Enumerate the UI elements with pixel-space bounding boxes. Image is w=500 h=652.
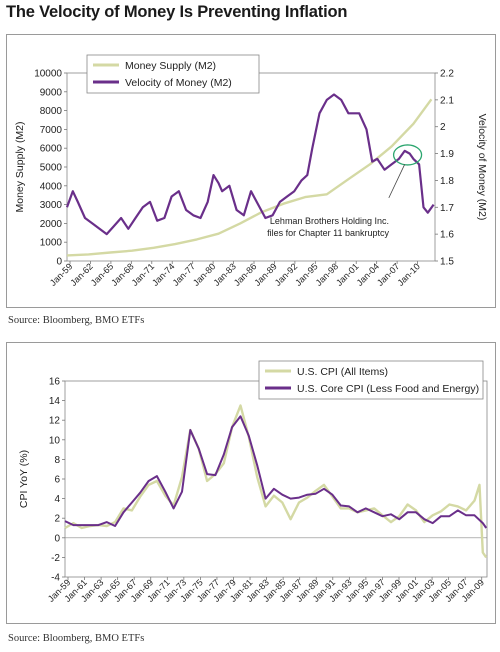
y-tick-label: 4 [54, 494, 60, 505]
y-tick-label: 1000 [40, 238, 63, 249]
annotation-text-line2: files for Chapter 11 bankruptcy [267, 228, 389, 238]
y-tick-label: 7000 [40, 125, 63, 136]
annotation-leader [388, 164, 406, 199]
legend-label-cpi: U.S. CPI (All Items) [297, 366, 388, 378]
y-axis-title: CPI YoY (%) [18, 450, 30, 508]
page-title: The Velocity of Money Is Preventing Infl… [6, 3, 348, 21]
y2-tick-label: 1.8 [440, 176, 454, 187]
y-tick-label: 3000 [40, 200, 63, 211]
series-line-core-cpi [64, 415, 488, 529]
chart-panel-velocity: 10000 9000 8000 7000 6000 5000 4000 3000 2000 100… [6, 34, 496, 308]
y-tick-label: -4 [51, 573, 60, 584]
y-tick-label: 14 [49, 396, 61, 407]
y-tick-label: 9000 [40, 87, 63, 98]
y-tick-label: 12 [49, 416, 61, 427]
y-tick-label: 5000 [40, 163, 63, 174]
y-axis-title: Money Supply (M2) [14, 121, 26, 212]
y-tick-label: 4000 [40, 181, 63, 192]
chart2-source: Source: Bloomberg, BMO ETFs [8, 633, 145, 644]
y2-tick-label: 1.9 [440, 149, 454, 160]
series-line-cpi [64, 404, 488, 559]
cpi-chart: 1614121086420-2-4Jan-59Jan-61Jan-63Jan-6… [18, 360, 488, 604]
y-tick-label: 2 [54, 514, 60, 525]
y-tick-label: 10 [49, 435, 61, 446]
y-tick-label: 6 [54, 475, 60, 486]
x-tick-label: Jan-10 [395, 261, 422, 288]
series-line-velocity [65, 93, 435, 236]
velocity-chart: 1000090008000700060005000400030002000100… [14, 54, 488, 288]
plot-frame [64, 380, 488, 578]
chart-panel-cpi: 16 14 12 10 8 6 4 2 0 -2 -4 Jan-59 Jan-61 Jan-63 Jan-6… [6, 342, 496, 624]
y2-tick-label: 1.7 [440, 203, 454, 214]
y2-axis-title: Velocity of Money (M2) [476, 114, 488, 221]
legend-label-velocity: Velocity of Money (M2) [125, 77, 232, 89]
legend-box [86, 54, 260, 94]
y2-tick-label: 2 [440, 122, 446, 133]
y2-tick-label: 2.1 [440, 95, 454, 106]
chart1-source: Source: Bloomberg, BMO ETFs [8, 315, 145, 326]
y-tick-label: 6000 [40, 144, 63, 155]
y2-tick-label: 1.5 [440, 257, 454, 268]
y-tick-label: 8 [54, 455, 60, 466]
y-tick-label: 10000 [34, 69, 62, 80]
y-tick-label: 0 [56, 257, 62, 268]
y-tick-label: 16 [49, 377, 61, 388]
annotation-circle [392, 144, 423, 166]
y-tick-label: 2000 [40, 219, 63, 230]
legend-label-money-supply: Money Supply (M2) [125, 60, 216, 72]
legend-box [258, 360, 484, 400]
y2-tick-label: 1.6 [440, 230, 454, 241]
y-tick-label: 8000 [40, 106, 63, 117]
y2-tick-label: 2.2 [440, 69, 454, 80]
y-tick-label: -2 [51, 553, 60, 564]
y-tick-label: 0 [54, 533, 60, 544]
annotation-text-line1: Lehman Brothers Holding Inc. [270, 216, 389, 226]
legend-label-core-cpi: U.S. Core CPI (Less Food and Energy) [297, 383, 479, 395]
